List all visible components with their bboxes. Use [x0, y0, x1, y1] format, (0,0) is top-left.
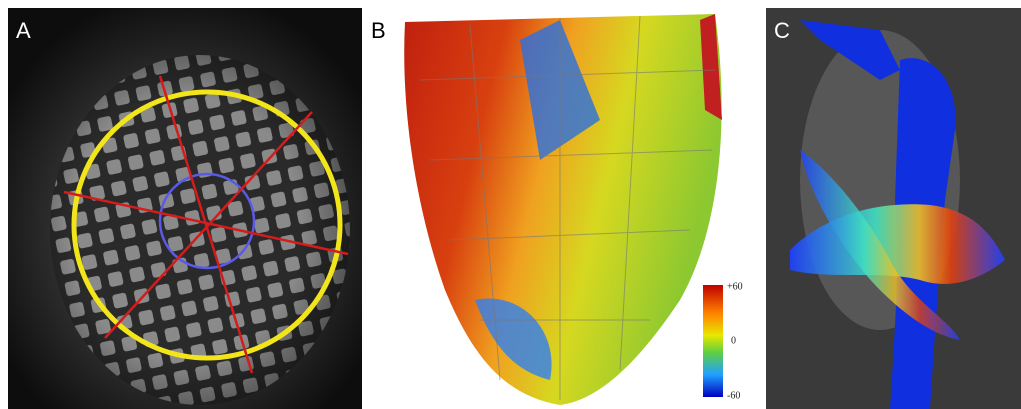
colorbar-label: +60 — [727, 281, 743, 292]
panel-b: +60 0 -60 B — [365, 8, 763, 409]
panel-label: B — [371, 18, 386, 43]
panel-label: A — [16, 18, 31, 43]
panel-a: A — [8, 8, 362, 409]
page: A +60 0 -60 B C (() => { const data = JS… — [0, 0, 1021, 409]
colorbar-label: -60 — [727, 390, 740, 401]
panel-label: C — [774, 18, 790, 43]
panel-c: C — [766, 8, 1021, 409]
figure: A +60 0 -60 B C — [0, 0, 1021, 409]
colorbar-label: 0 — [731, 335, 736, 346]
